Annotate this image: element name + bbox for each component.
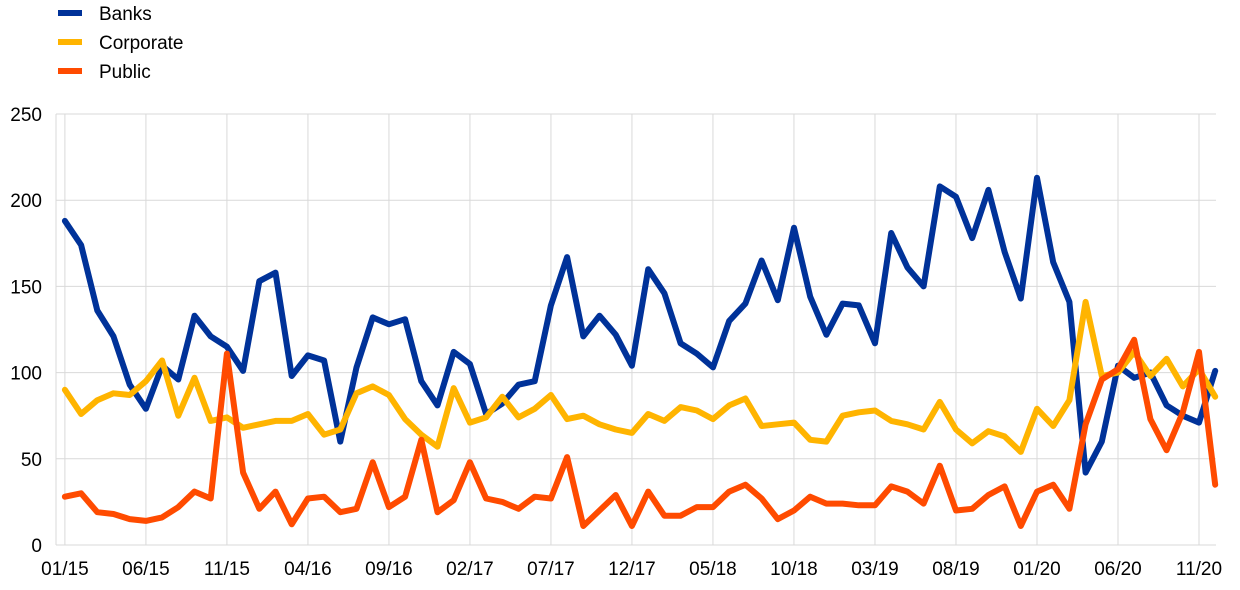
y-tick-label: 100: [10, 364, 42, 385]
series-line-public: [61, 336, 1219, 529]
x-tick-label: 07/17: [527, 559, 575, 580]
legend-label-banks: Banks: [99, 4, 152, 25]
y-tick-label: 200: [10, 191, 42, 212]
legend-label-corporate: Corporate: [99, 33, 184, 54]
y-axis: 0 50 100 150 200 250: [10, 105, 42, 557]
series-line-corporate: [61, 298, 1219, 455]
x-tick-label: 03/19: [851, 559, 899, 580]
legend-label-public: Public: [99, 62, 151, 83]
x-tick-label: 01/15: [41, 559, 89, 580]
x-tick-label: 09/16: [365, 559, 413, 580]
x-tick-label: 08/19: [932, 559, 980, 580]
y-tick-label: 250: [10, 105, 42, 126]
series-line-banks: [61, 174, 1219, 476]
x-tick-label: 04/16: [284, 559, 332, 580]
x-axis: 01/15 06/15 11/15 04/16 09/16 02/17 07/17 12/17…: [41, 559, 1222, 580]
y-tick-label: 0: [31, 536, 42, 557]
x-tick-label: 01/20: [1013, 559, 1061, 580]
series-lines: [61, 174, 1219, 529]
x-tick-label: 02/17: [446, 559, 494, 580]
grid-lines: [55, 113, 1216, 546]
legend: Banks Corporate Public: [58, 4, 184, 83]
x-tick-label: 06/20: [1094, 559, 1142, 580]
y-tick-label: 150: [10, 277, 42, 298]
x-tick-label: 11/15: [204, 559, 250, 580]
x-tick-label: 10/18: [770, 559, 818, 580]
x-tick-label: 05/18: [689, 559, 737, 580]
x-tick-label: 06/15: [122, 559, 170, 580]
x-tick-label: 12/17: [608, 559, 656, 580]
y-tick-label: 50: [21, 450, 42, 471]
x-tick-label: 11/20: [1176, 559, 1222, 580]
